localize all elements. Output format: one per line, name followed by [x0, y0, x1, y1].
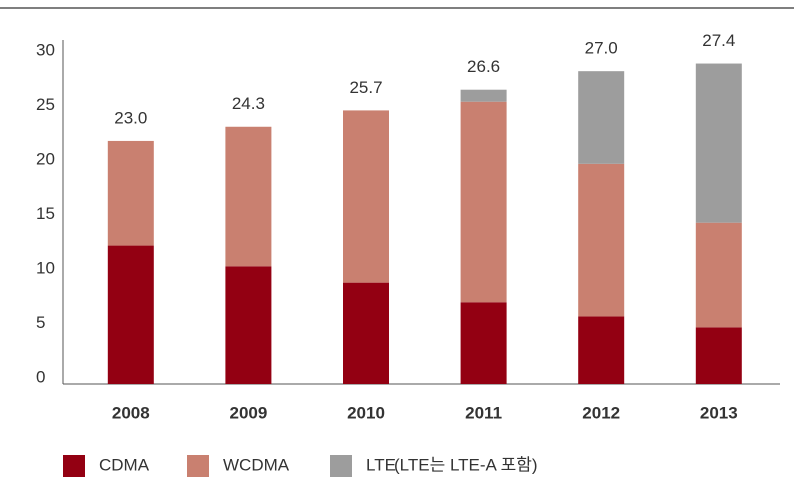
total-label: 27.4	[702, 31, 735, 50]
legend-swatch	[187, 455, 209, 477]
bar-segment	[460, 101, 507, 303]
y-tick-label: 5	[36, 313, 45, 332]
bar-segment	[695, 63, 742, 223]
y-tick-label: 10	[36, 258, 55, 277]
x-tick-label: 2009	[229, 403, 267, 422]
bar-segment	[578, 163, 625, 317]
x-tick-label: 2011	[465, 403, 502, 422]
y-tick-label: 30	[36, 40, 55, 59]
legend-label: CDMA	[99, 455, 150, 474]
y-tick-label: 25	[36, 95, 55, 114]
bar-segment	[107, 140, 154, 246]
bar-segment	[460, 302, 507, 384]
bar-segment	[578, 71, 625, 164]
bar-segment	[343, 110, 389, 283]
bar-segment	[107, 245, 154, 384]
bar-segment	[460, 89, 507, 102]
legend-label: LTE	[366, 455, 396, 474]
bar-segment	[343, 282, 389, 384]
total-label: 24.3	[232, 94, 265, 113]
x-tick-label: 2008	[112, 403, 150, 422]
total-label: 27.0	[585, 39, 618, 58]
legend-swatch	[330, 455, 352, 477]
y-tick-label: 20	[36, 149, 55, 168]
legend-swatch	[63, 455, 85, 477]
bar-segment	[578, 316, 625, 384]
y-tick-label: 0	[36, 367, 45, 386]
x-tick-label: 2013	[700, 403, 738, 422]
total-label: 25.7	[349, 78, 382, 97]
total-label: 23.0	[114, 108, 147, 127]
x-tick-label: 2010	[347, 403, 385, 422]
legend-label: WCDMA	[223, 455, 290, 474]
bar-segment	[695, 222, 742, 328]
legend-note: (LTE는 LTE-A 포함)	[394, 455, 538, 474]
y-tick-label: 15	[36, 204, 55, 223]
bar-segment	[225, 266, 272, 384]
bar-segment	[695, 327, 742, 384]
total-label: 26.6	[467, 57, 500, 76]
bar-segment	[225, 126, 272, 267]
x-tick-label: 2012	[582, 403, 620, 422]
